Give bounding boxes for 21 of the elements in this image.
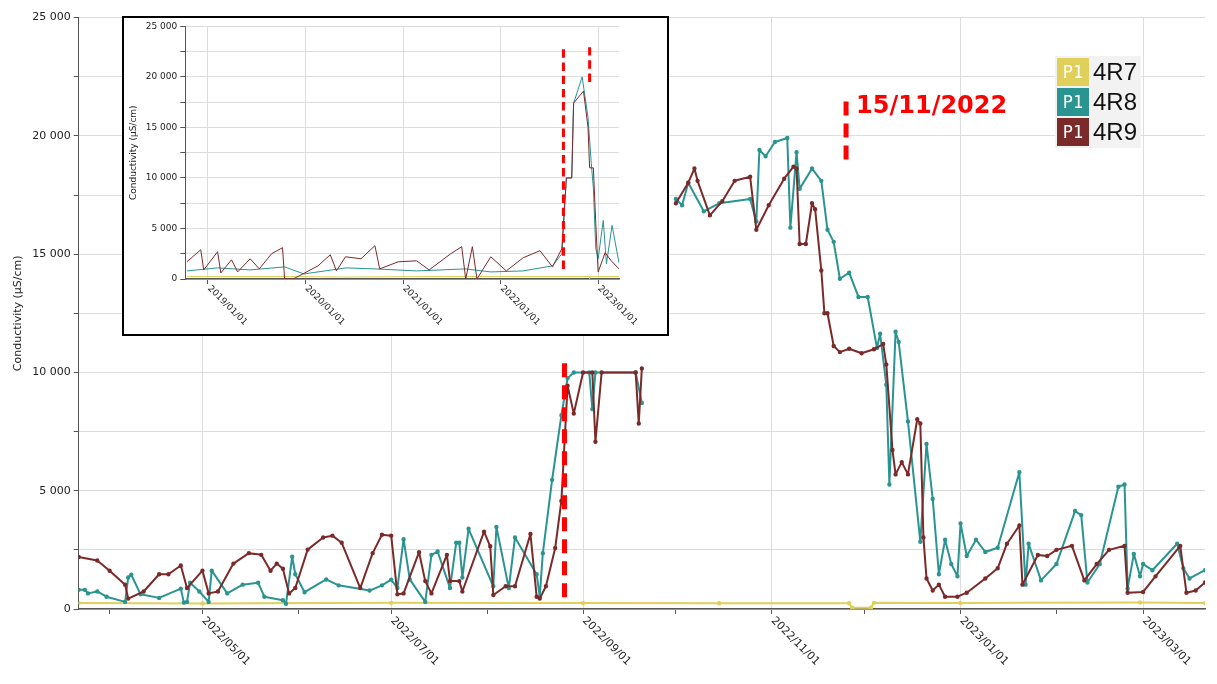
legend-label: 4R8 (1092, 88, 1137, 116)
legend-label: 4R9 (1092, 118, 1137, 146)
y-tick-label: 0 (63, 601, 71, 615)
y-tick-label: 10 000 (145, 172, 178, 183)
y-tick-label: 25 000 (32, 10, 71, 24)
y-tick-label: 5 000 (151, 222, 178, 233)
ref-line-label: 15/11/2022 (856, 90, 1008, 119)
y-axis-title: Conductivity (µS/cm) (127, 105, 138, 201)
legend-label: 4R7 (1092, 58, 1137, 86)
text: P1 (1062, 92, 1084, 112)
y-tick-label: 25 000 (145, 20, 178, 31)
y-axis-title: Conductivity (µS/cm) (11, 255, 25, 372)
y-tick-label: 15 000 (32, 247, 71, 261)
y-tick-label: 0 (171, 273, 178, 284)
y-tick-label: 15 000 (145, 121, 178, 132)
text: P1 (1062, 122, 1084, 142)
y-tick-label: 20 000 (32, 128, 71, 142)
y-tick-label: 5 000 (39, 483, 71, 497)
y-tick-label: 10 000 (32, 365, 71, 379)
y-tick-label: 20 000 (145, 71, 178, 82)
legend-title: P1 (1056, 58, 1089, 86)
